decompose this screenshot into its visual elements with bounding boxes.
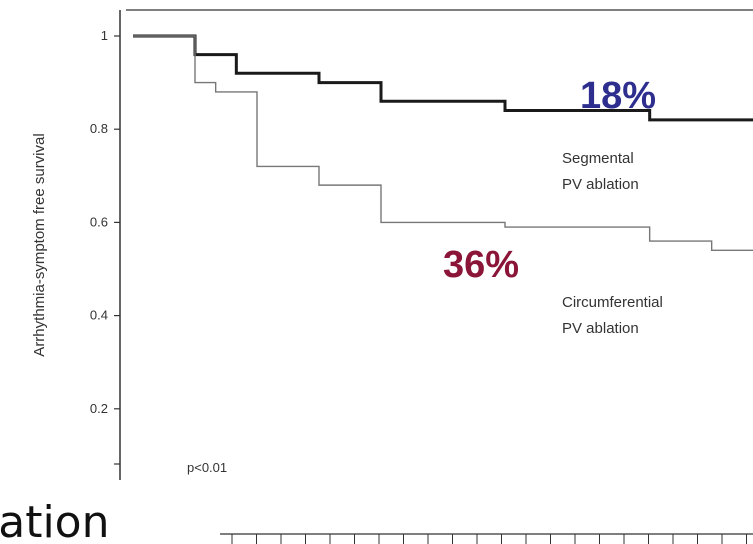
- slide-overlay: [0, 484, 753, 544]
- y-tick-label: 0.8: [90, 121, 108, 136]
- y-tick-label: 1: [101, 28, 108, 43]
- y-axis-label: Arrhythmia-symptom free survival: [31, 133, 48, 356]
- x-ticks-fragment: [231, 534, 747, 544]
- y-tick-label: 0.2: [90, 401, 108, 416]
- series-line-segmental: [133, 34, 753, 122]
- series-label-segmental-line2: PV ablation: [562, 176, 639, 193]
- series-label-circumferential-line1: Circumferential: [562, 294, 663, 311]
- y-tick-label: 0.4: [90, 308, 108, 323]
- y-ticks: 1 0.8 0.6 0.4 0.2: [90, 28, 120, 465]
- series-label-circumferential-line2: PV ablation: [562, 320, 639, 337]
- y-tick-label: 0.6: [90, 214, 108, 229]
- slide-title-fragment: lation: [0, 497, 109, 544]
- annotation-18-percent: 18%: [580, 75, 656, 117]
- p-value-label: p<0.01: [187, 460, 227, 475]
- annotation-36-percent: 36%: [443, 244, 519, 286]
- series-line-circumferential: [133, 35, 753, 252]
- series-label-segmental-line1: Segmental: [562, 150, 634, 167]
